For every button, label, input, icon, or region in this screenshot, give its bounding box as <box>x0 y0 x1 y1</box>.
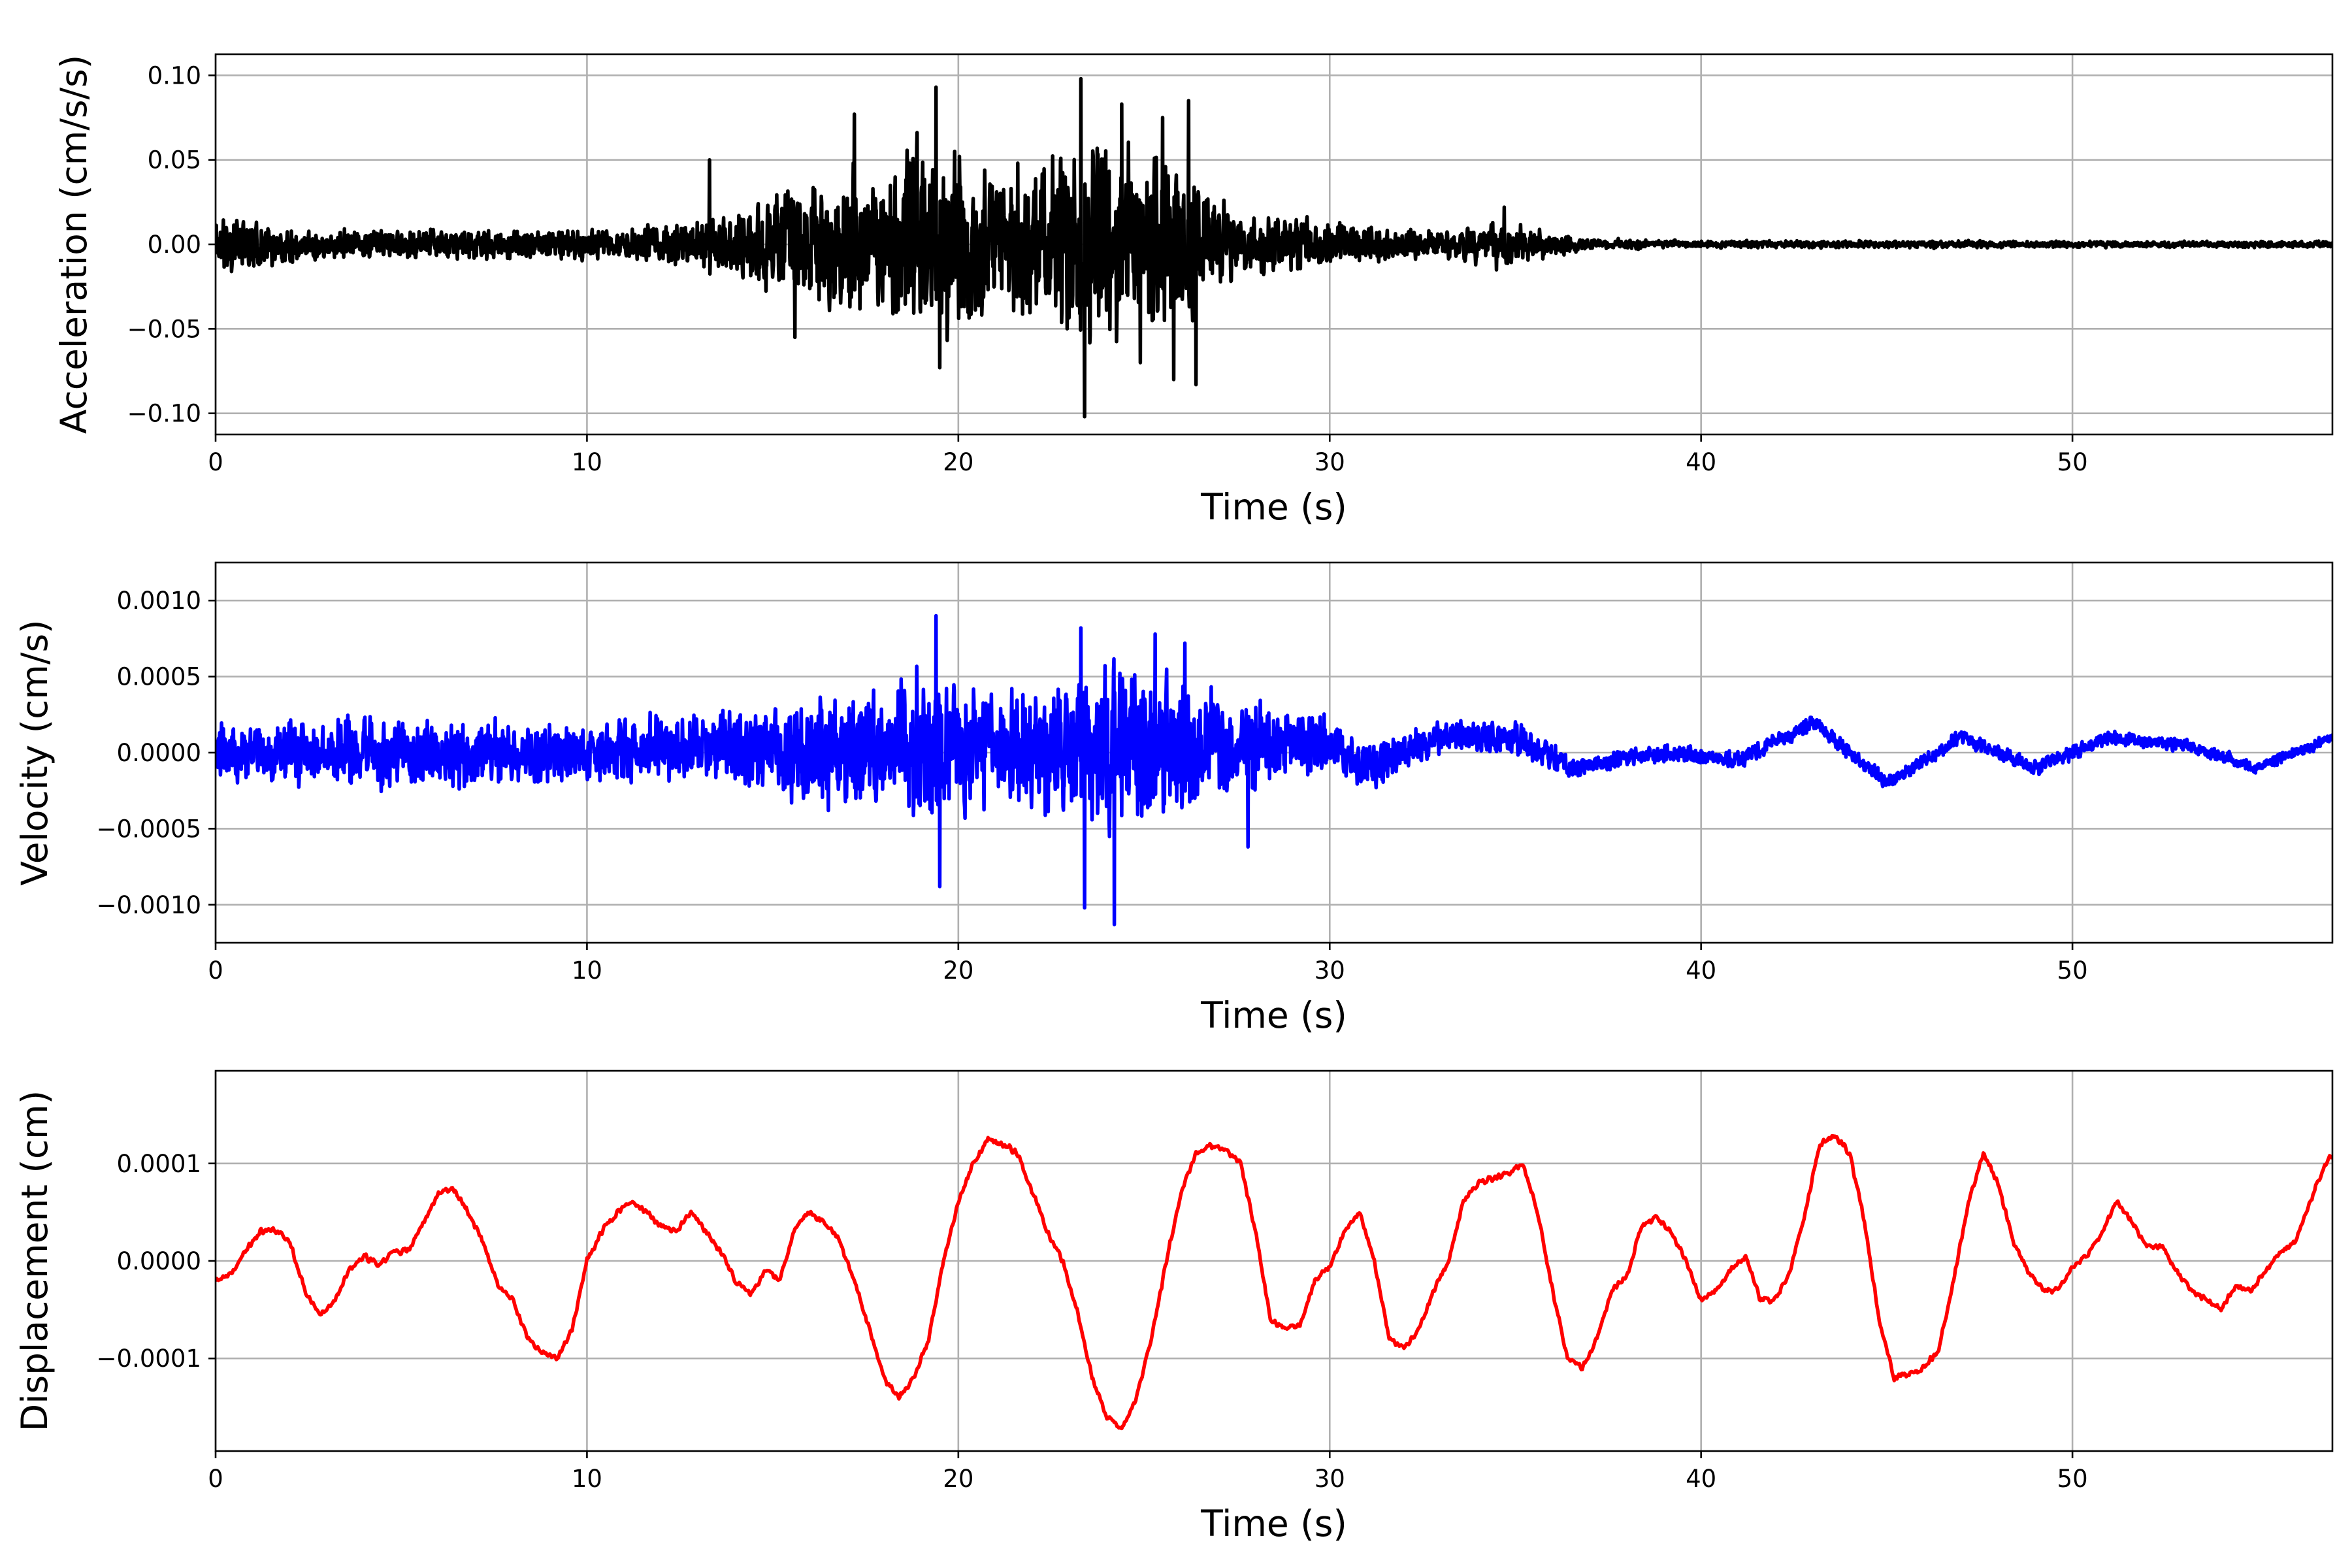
acceleration-series-line-0 <box>216 76 2332 419</box>
displacement-panel: 0 10 20 30 40 50 −0.0001 0.0000 0.0001 Time (s) Di… <box>14 1070 2334 1544</box>
acceleration-y-tick-label-2: 0.00 <box>148 231 201 259</box>
acceleration-y-tick-label-0: −0.10 <box>127 400 201 428</box>
displacement-x-tick-label-4: 40 <box>1686 1465 1716 1493</box>
displacement-x-tick-label-5: 50 <box>2057 1465 2088 1493</box>
velocity-y-tick-label-4: 0.0010 <box>117 587 201 615</box>
displacement-series-line-0 <box>216 1134 2332 1431</box>
acceleration-x-tick-label-0: 0 <box>208 448 223 476</box>
velocity-y-tick-label-1: −0.0005 <box>97 815 201 843</box>
velocity-y-tick-label-2: 0.0000 <box>117 739 201 767</box>
displacement-x-tick-label-1: 10 <box>572 1465 602 1493</box>
acceleration-x-tick-label-5: 50 <box>2057 448 2088 476</box>
velocity-x-tick-label-0: 0 <box>208 956 223 985</box>
displacement-x-tick-label-2: 20 <box>943 1465 973 1493</box>
acceleration-x-axis-label: Time (s) <box>1200 486 1347 528</box>
velocity-x-tick-label-5: 50 <box>2057 956 2088 985</box>
velocity-x-tick-label-4: 40 <box>1686 956 1716 985</box>
velocity-x-tick-label-1: 10 <box>572 956 602 985</box>
velocity-x-tick-label-3: 30 <box>1315 956 1345 985</box>
acceleration-y-axis-label: Acceleration (cm/s/s) <box>53 55 95 434</box>
velocity-panel: 0 10 20 30 40 50 −0.0010 −0.0005 0.0000 0.0005 0.0… <box>14 561 2334 1036</box>
displacement-x-tick-label-0: 0 <box>208 1465 223 1493</box>
acceleration-x-tick-label-3: 30 <box>1315 448 1345 476</box>
velocity-y-axis-label: Velocity (cm/s) <box>14 619 56 885</box>
displacement-y-tick-label-2: 0.0001 <box>117 1150 201 1178</box>
acceleration-x-tick-label-4: 40 <box>1686 448 1716 476</box>
velocity-y-tick-label-0: −0.0010 <box>97 891 201 919</box>
displacement-x-axis-label: Time (s) <box>1200 1503 1347 1544</box>
displacement-y-axis-label: Displacement (cm) <box>14 1090 56 1431</box>
displacement-x-tick-label-3: 30 <box>1315 1465 1345 1493</box>
displacement-y-tick-label-0: −0.0001 <box>97 1345 201 1373</box>
acceleration-y-tick-label-1: −0.05 <box>127 315 201 343</box>
displacement-y-tick-label-1: 0.0000 <box>117 1247 201 1275</box>
velocity-y-tick-label-3: 0.0005 <box>117 663 201 691</box>
acceleration-x-tick-label-1: 10 <box>572 448 602 476</box>
acceleration-y-tick-label-4: 0.10 <box>148 61 201 90</box>
acceleration-y-tick-label-3: 0.05 <box>148 146 201 174</box>
velocity-x-tick-label-2: 20 <box>943 956 973 985</box>
acceleration-x-tick-label-2: 20 <box>943 448 973 476</box>
velocity-x-axis-label: Time (s) <box>1200 994 1347 1036</box>
velocity-series-line-0 <box>216 613 2332 926</box>
acceleration-panel: 0 10 20 30 40 50 −0.10 −0.05 0.00 0.05 0.10 Time (s… <box>53 53 2334 528</box>
